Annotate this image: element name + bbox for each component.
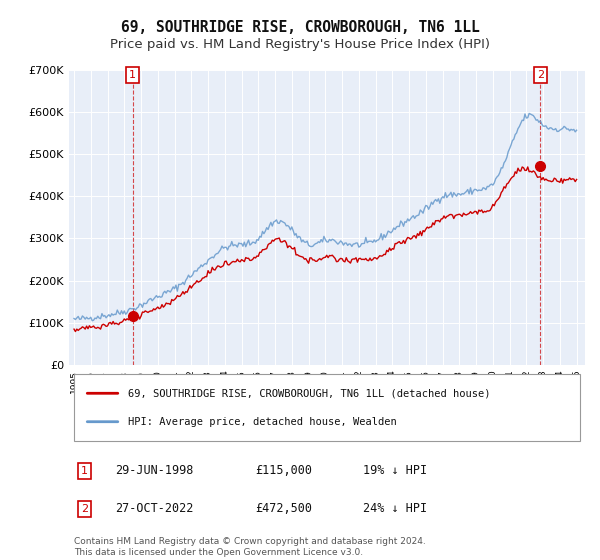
Text: 69, SOUTHRIDGE RISE, CROWBOROUGH, TN6 1LL: 69, SOUTHRIDGE RISE, CROWBOROUGH, TN6 1L… (121, 20, 479, 35)
Text: 1: 1 (129, 70, 136, 80)
Text: 19% ↓ HPI: 19% ↓ HPI (363, 464, 427, 478)
Text: £472,500: £472,500 (255, 502, 312, 515)
Text: HPI: Average price, detached house, Wealden: HPI: Average price, detached house, Weal… (128, 417, 397, 427)
Text: 27-OCT-2022: 27-OCT-2022 (115, 502, 194, 515)
Text: Contains HM Land Registry data © Crown copyright and database right 2024.
This d: Contains HM Land Registry data © Crown c… (74, 538, 426, 557)
Text: 2: 2 (81, 504, 88, 514)
Text: 29-JUN-1998: 29-JUN-1998 (115, 464, 194, 478)
Text: Price paid vs. HM Land Registry's House Price Index (HPI): Price paid vs. HM Land Registry's House … (110, 38, 490, 51)
Text: 69, SOUTHRIDGE RISE, CROWBOROUGH, TN6 1LL (detached house): 69, SOUTHRIDGE RISE, CROWBOROUGH, TN6 1L… (128, 388, 491, 398)
Text: 1: 1 (81, 466, 88, 476)
Text: £115,000: £115,000 (255, 464, 312, 478)
FancyBboxPatch shape (74, 374, 580, 441)
Text: 2: 2 (537, 70, 544, 80)
Text: 24% ↓ HPI: 24% ↓ HPI (363, 502, 427, 515)
